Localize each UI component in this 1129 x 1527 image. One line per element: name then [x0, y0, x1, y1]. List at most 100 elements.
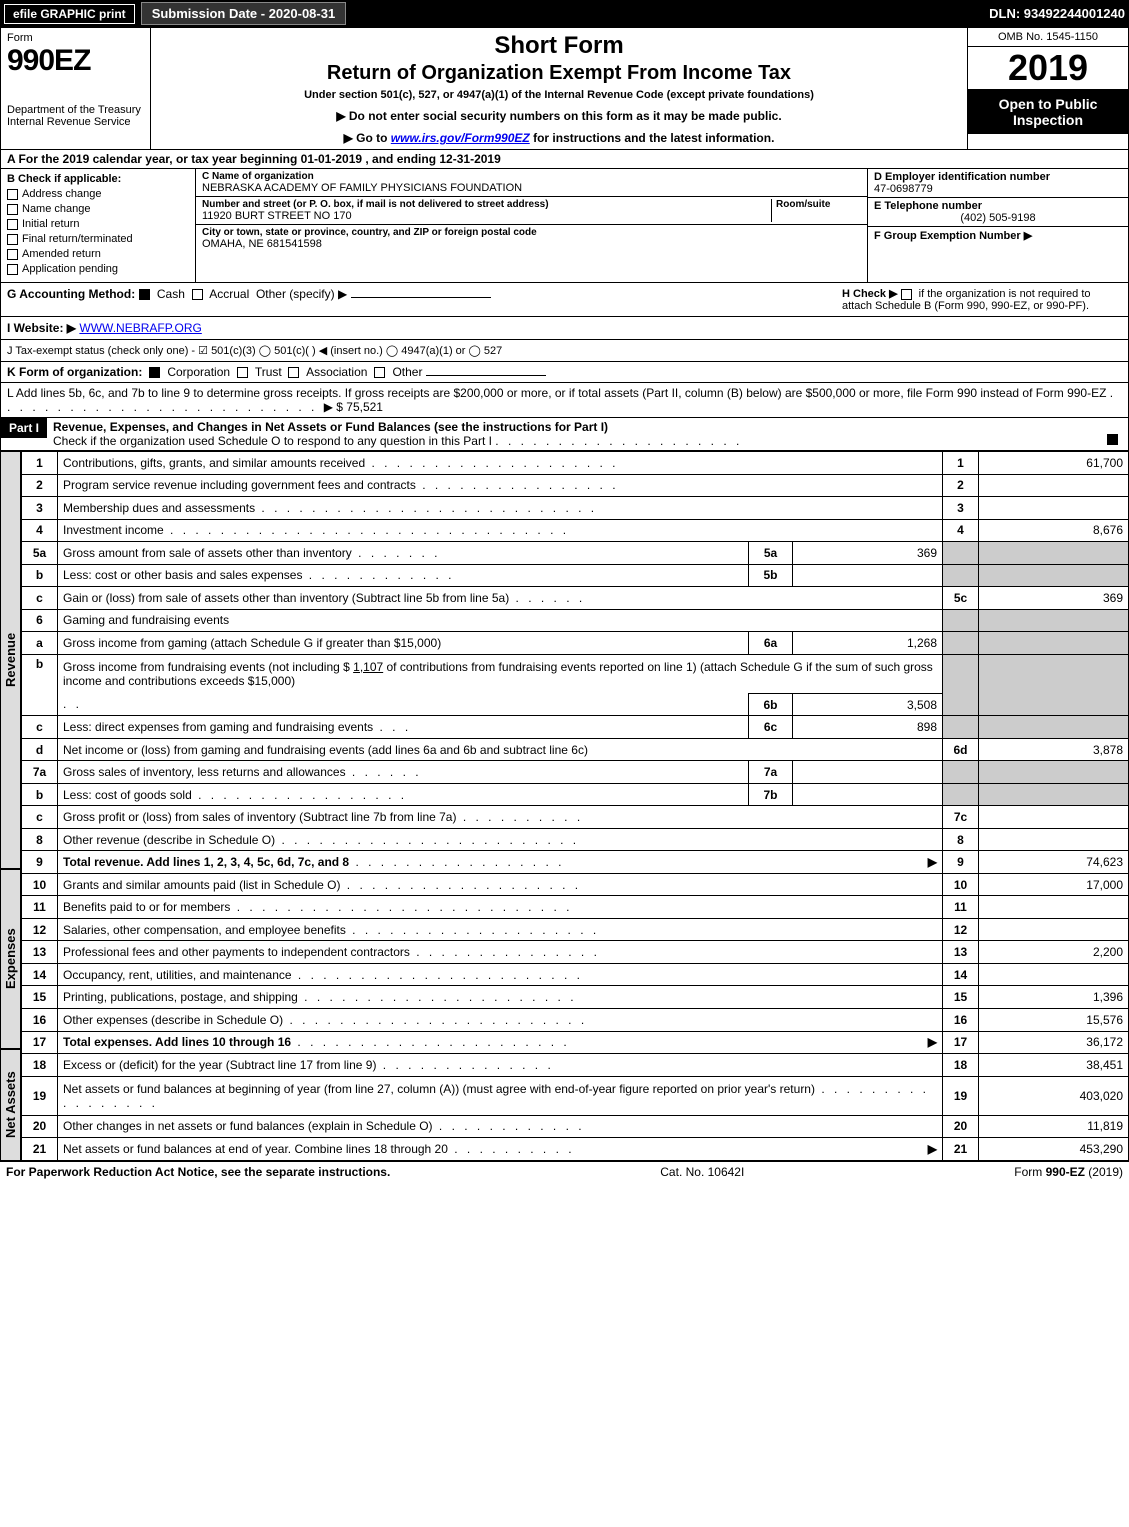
checkbox-icon[interactable] — [7, 204, 18, 215]
k-label: K Form of organization: — [7, 365, 142, 379]
part1-check-text: Check if the organization used Schedule … — [53, 434, 492, 448]
efile-print-button[interactable]: efile GRAPHIC print — [4, 4, 135, 24]
l-amount: ▶ $ 75,521 — [324, 400, 383, 414]
inspection-box: Open to Public Inspection — [968, 90, 1128, 134]
arrow-icon: ▶ — [928, 855, 937, 869]
line-9: 9Total revenue. Add lines 1, 2, 3, 4, 5c… — [22, 851, 1129, 874]
footer-left: For Paperwork Reduction Act Notice, see … — [6, 1165, 390, 1179]
line-19: 19Net assets or fund balances at beginni… — [22, 1076, 1129, 1115]
form-header: Form 990EZ Department of the Treasury In… — [0, 27, 1129, 150]
col-d-ein: D Employer identification number 47-0698… — [868, 169, 1128, 282]
col-b-checkboxes: B Check if applicable: Address change Na… — [1, 169, 196, 282]
checkbox-accrual-icon[interactable] — [192, 289, 203, 300]
part1-checkbox-icon[interactable] — [1107, 434, 1118, 445]
vtab-netassets: Net Assets — [0, 1049, 21, 1161]
line-5a: 5aGross amount from sale of assets other… — [22, 542, 1129, 565]
line-11: 11Benefits paid to or for members . . . … — [22, 896, 1129, 919]
room-label: Room/suite — [776, 199, 861, 210]
line-2: 2Program service revenue including gover… — [22, 474, 1129, 497]
checkbox-icon[interactable] — [7, 264, 18, 275]
l-text: L Add lines 5b, 6c, and 7b to line 9 to … — [7, 386, 1106, 400]
instr-ssn: ▶ Do not enter social security numbers o… — [159, 109, 959, 123]
line-6: 6Gaming and fundraising events — [22, 609, 1129, 632]
header-right: OMB No. 1545-1150 2019 Open to Public In… — [968, 28, 1128, 149]
org-name: NEBRASKA ACADEMY OF FAMILY PHYSICIANS FO… — [202, 182, 861, 194]
instr2-post: for instructions and the latest informat… — [530, 131, 775, 145]
checkbox-trust-icon[interactable] — [237, 367, 248, 378]
top-bar: efile GRAPHIC print Submission Date - 20… — [0, 0, 1129, 27]
j-text: J Tax-exempt status (check only one) - ☑… — [7, 344, 1122, 357]
i-label: I Website: ▶ — [7, 321, 76, 335]
page-footer: For Paperwork Reduction Act Notice, see … — [0, 1161, 1129, 1182]
header-center: Short Form Return of Organization Exempt… — [151, 28, 968, 149]
main-table-wrap: Revenue Expenses Net Assets 1Contributio… — [0, 451, 1129, 1161]
line-21: 21Net assets or fund balances at end of … — [22, 1138, 1129, 1161]
line-6c: cLess: direct expenses from gaming and f… — [22, 716, 1129, 739]
chk-final-return: Final return/terminated — [7, 233, 189, 245]
checkbox-icon[interactable] — [7, 234, 18, 245]
checkbox-icon[interactable] — [7, 189, 18, 200]
other-specify-line[interactable] — [351, 297, 491, 298]
checkbox-cash-icon[interactable] — [139, 289, 150, 300]
instr2-pre: ▶ Go to — [344, 131, 391, 145]
row-k: K Form of organization: Corporation Trus… — [0, 362, 1129, 383]
chk-application-pending: Application pending — [7, 263, 189, 275]
checkbox-icon[interactable] — [7, 249, 18, 260]
line-16: 16Other expenses (describe in Schedule O… — [22, 1008, 1129, 1031]
line-18: 18Excess or (deficit) for the year (Subt… — [22, 1054, 1129, 1077]
line-20: 20Other changes in net assets or fund ba… — [22, 1115, 1129, 1138]
line-12: 12Salaries, other compensation, and empl… — [22, 918, 1129, 941]
footer-center: Cat. No. 10642I — [660, 1165, 744, 1179]
org-street-block: Number and street (or P. O. box, if mail… — [196, 197, 867, 225]
dln-label: DLN: 93492244001240 — [989, 6, 1125, 21]
form-number: 990EZ — [7, 44, 144, 78]
org-name-label: C Name of organization — [202, 171, 861, 182]
row-gh: G Accounting Method: Cash Accrual Other … — [0, 283, 1129, 317]
k-other-line[interactable] — [426, 375, 546, 376]
website-link[interactable]: WWW.NEBRAFP.ORG — [79, 321, 201, 335]
line-6d: dNet income or (loss) from gaming and fu… — [22, 738, 1129, 761]
checkbox-other-icon[interactable] — [374, 367, 385, 378]
chk-initial-return: Initial return — [7, 218, 189, 230]
checkbox-h-icon[interactable] — [901, 289, 912, 300]
line-14: 14Occupancy, rent, utilities, and mainte… — [22, 963, 1129, 986]
org-city-block: City or town, state or province, country… — [196, 225, 867, 252]
submission-date-button[interactable]: Submission Date - 2020-08-31 — [141, 2, 347, 25]
line-4: 4Investment income . . . . . . . . . . .… — [22, 519, 1129, 542]
g-label: G Accounting Method: — [7, 287, 135, 301]
vtab-column: Revenue Expenses Net Assets — [0, 451, 21, 1161]
line-17: 17Total expenses. Add lines 10 through 1… — [22, 1031, 1129, 1054]
ein-label: D Employer identification number — [874, 171, 1122, 183]
line-8: 8Other revenue (describe in Schedule O) … — [22, 828, 1129, 851]
checkbox-assoc-icon[interactable] — [288, 367, 299, 378]
chk-name-change: Name change — [7, 203, 189, 215]
checkbox-icon[interactable] — [7, 219, 18, 230]
row-l: L Add lines 5b, 6c, and 7b to line 9 to … — [0, 383, 1129, 418]
tel-value: (402) 505-9198 — [874, 212, 1122, 224]
col-b-header: B Check if applicable: — [7, 173, 189, 185]
dept-label: Department of the Treasury — [7, 104, 144, 116]
city-label: City or town, state or province, country… — [202, 227, 861, 238]
vtab-expenses: Expenses — [0, 869, 21, 1049]
line-5c: cGain or (loss) from sale of assets othe… — [22, 587, 1129, 610]
title-short: Short Form — [159, 32, 959, 60]
line-6a: aGross income from gaming (attach Schedu… — [22, 632, 1129, 655]
part1-header-row: Part I Revenue, Expenses, and Changes in… — [0, 418, 1129, 451]
vtab-revenue: Revenue — [0, 451, 21, 869]
irs-link[interactable]: www.irs.gov/Form990EZ — [391, 131, 530, 145]
title-main: Return of Organization Exempt From Incom… — [159, 62, 959, 85]
group-exemption-block: F Group Exemption Number ▶ — [868, 227, 1128, 244]
inspection-line2: Inspection — [972, 112, 1124, 128]
instr-goto: ▶ Go to www.irs.gov/Form990EZ for instru… — [159, 131, 959, 145]
part1-desc: Revenue, Expenses, and Changes in Net As… — [47, 418, 1128, 450]
section-bcdef: B Check if applicable: Address change Na… — [0, 169, 1129, 283]
street-label: Number and street (or P. O. box, if mail… — [202, 199, 771, 210]
group-label: F Group Exemption Number ▶ — [874, 230, 1032, 242]
chk-address-change: Address change — [7, 188, 189, 200]
checkbox-corp-icon[interactable] — [149, 367, 160, 378]
line-13: 13Professional fees and other payments t… — [22, 941, 1129, 964]
ein-block: D Employer identification number 47-0698… — [868, 169, 1128, 198]
line-3: 3Membership dues and assessments . . . .… — [22, 497, 1129, 520]
line-7c: cGross profit or (loss) from sales of in… — [22, 806, 1129, 829]
part1-title: Revenue, Expenses, and Changes in Net As… — [53, 420, 608, 434]
